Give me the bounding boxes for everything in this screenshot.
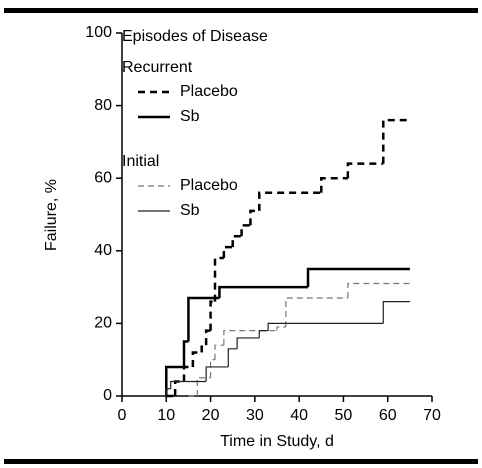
step-line [227,348,238,367]
x-tick-label: 20 [202,407,220,424]
step-line [209,300,215,331]
step-line [240,224,251,237]
step-line [170,380,207,389]
legend-title: Episodes of Disease [122,28,268,45]
step-line [258,191,322,211]
step-line [346,162,384,179]
y-tick-label: 100 [85,24,112,41]
y-tick-label: 80 [94,97,112,114]
step-line [187,296,220,342]
x-tick-label: 40 [290,407,308,424]
legend-label: Sb [180,202,200,219]
step-line [249,209,260,226]
y-tick-label: 20 [94,315,112,332]
y-tick-label: 60 [94,169,112,186]
step-line [209,359,215,378]
step-line [276,326,286,331]
x-tick-label: 60 [379,407,397,424]
legend-label: Placebo [180,83,238,100]
y-tick-label: 40 [94,242,112,259]
step-line [182,365,193,382]
step-line [165,388,171,396]
step-line [205,366,229,382]
y-axis-title: Failure, % [43,179,60,251]
step-line [382,301,410,324]
step-line [196,377,211,396]
legend-group-title: Recurrent [122,59,193,76]
x-tick-label: 70 [423,407,441,424]
step-line [347,282,410,298]
step-line [214,344,224,360]
x-tick-label: 30 [246,407,264,424]
step-line [306,267,410,288]
y-tick-label: 0 [103,387,112,404]
legend-label: Sb [180,108,200,125]
step-line [165,365,184,396]
x-tick-label: 0 [118,407,127,424]
step-line [213,256,224,302]
step-line [200,343,207,353]
step-line [231,235,242,248]
step-line [320,176,348,193]
step-line [173,380,184,396]
step-line [191,351,202,367]
step-line [236,337,260,349]
legend-group-title: Initial [122,153,159,170]
step-line [267,322,384,331]
step-line [382,118,410,164]
bottom-rule [4,459,478,464]
step-line [258,330,269,338]
step-line [204,329,211,346]
legend-label: Placebo [180,177,238,194]
step-line [222,245,233,259]
top-rule [4,8,478,13]
step-line [182,340,189,367]
x-axis-title: Time in Study, d [220,433,334,450]
step-line [285,297,348,328]
step-line [223,330,277,346]
step-line [218,285,308,298]
x-tick-label: 50 [335,407,353,424]
x-tick-label: 10 [157,407,175,424]
